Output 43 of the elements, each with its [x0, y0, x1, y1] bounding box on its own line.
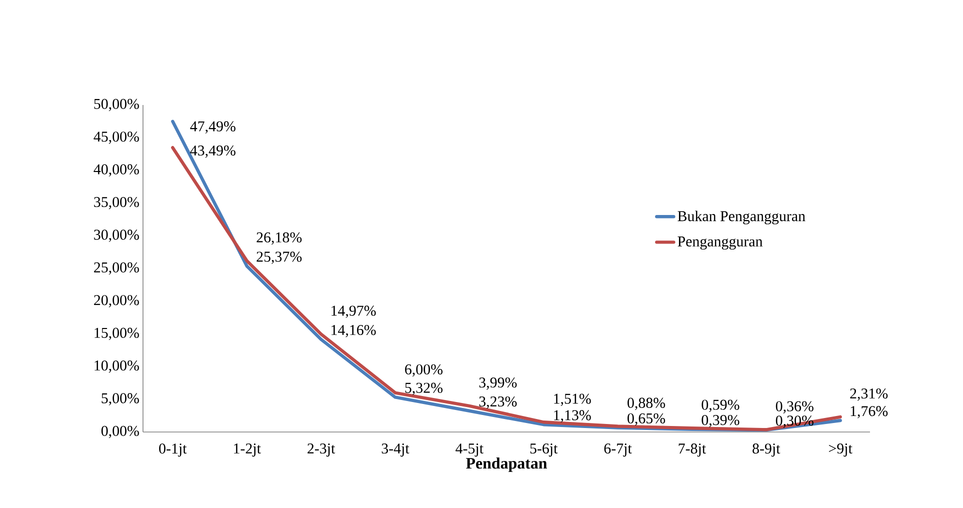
- y-tick-label: 30,00%: [94, 230, 139, 242]
- x-tick-label: 4-5jt: [456, 444, 484, 457]
- legend-label: Bukan Pengangguran: [678, 210, 806, 224]
- y-tick-label: 20,00%: [94, 295, 139, 308]
- x-tick-label: 1-2jt: [234, 444, 261, 457]
- data-label: 1,76%: [850, 406, 888, 418]
- data-label: 3,99%: [479, 377, 517, 390]
- data-label: 0,88%: [628, 398, 666, 410]
- x-tick-label: 6-7jt: [604, 444, 632, 457]
- data-label: 0,39%: [702, 415, 740, 428]
- y-tick-label: 45,00%: [94, 132, 139, 144]
- x-tick-label: 3-4jt: [382, 444, 410, 457]
- y-tick-label: 50,00%: [94, 98, 139, 112]
- y-tick-label: 25,00%: [94, 262, 139, 275]
- data-label: 3,23%: [479, 396, 517, 409]
- data-label: 43,49%: [190, 145, 236, 158]
- data-label: 25,37%: [256, 252, 302, 264]
- data-label: 0,59%: [702, 400, 740, 412]
- x-tick-label: 8-9jt: [752, 444, 780, 457]
- x-tick-label: 7-8jt: [678, 444, 706, 457]
- data-label: 5,32%: [405, 382, 443, 396]
- x-tick-label: 0-1jt: [159, 444, 187, 457]
- data-label: 26,18%: [256, 232, 302, 245]
- data-label: 1,51%: [554, 394, 591, 406]
- y-tick-label: 15,00%: [94, 328, 139, 340]
- y-tick-label: 40,00%: [94, 164, 139, 177]
- y-tick-label: 10,00%: [94, 360, 139, 373]
- legend-label: Pengangguran: [678, 236, 763, 250]
- data-label: 0,65%: [628, 413, 666, 426]
- y-tick-label: 0,00%: [101, 426, 139, 438]
- x-tick-label: 5-6jt: [530, 444, 558, 457]
- x-tick-label: >9jt: [828, 444, 852, 457]
- y-tick-label: 35,00%: [94, 196, 139, 210]
- x-tick-label: 2-3jt: [308, 444, 336, 457]
- x-axis-title: Pendapatan: [466, 457, 548, 472]
- data-label: 0,36%: [776, 401, 814, 414]
- data-label: 14,16%: [332, 324, 376, 338]
- data-label: 1,13%: [554, 410, 591, 422]
- data-label: 6,00%: [405, 364, 443, 377]
- data-label: 2,31%: [850, 388, 888, 401]
- y-tick-label: 5,00%: [102, 393, 139, 406]
- data-label: 47,49%: [190, 121, 236, 134]
- data-label: 14,97%: [332, 306, 376, 318]
